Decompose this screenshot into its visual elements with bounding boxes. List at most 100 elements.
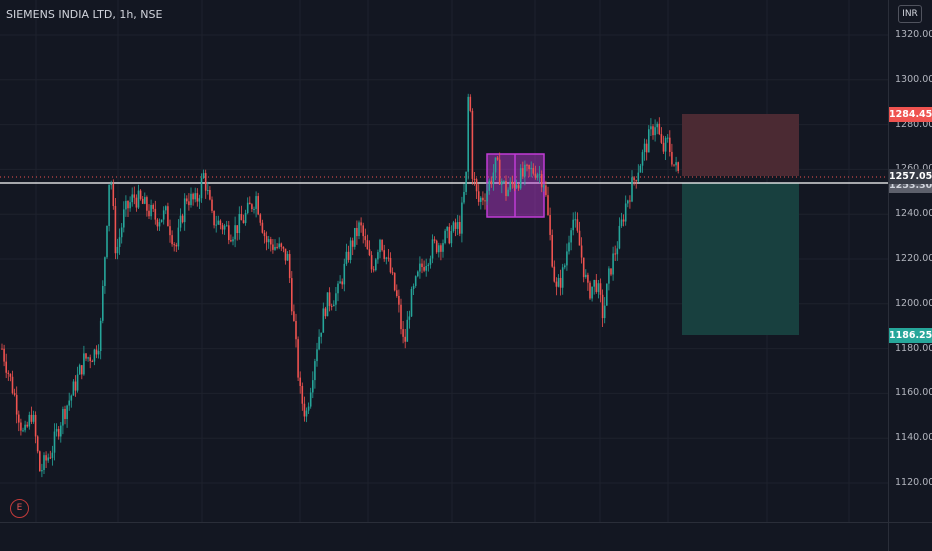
price-axis[interactable] — [888, 0, 932, 522]
candle-body — [32, 414, 35, 422]
candle-body — [633, 177, 635, 181]
candle-body — [89, 357, 91, 362]
candle-body — [341, 281, 343, 285]
candle-body — [198, 198, 201, 202]
candle-body — [104, 257, 106, 286]
candle-body — [362, 225, 364, 237]
candle-body — [255, 196, 257, 209]
candle-body — [123, 209, 125, 228]
symbol-title[interactable]: SIEMENS INDIA LTD, 1h, NSE — [6, 8, 163, 21]
stop-loss-zone[interactable] — [682, 114, 799, 176]
candle-body — [528, 165, 530, 169]
current-price-label: 1257.05 — [889, 169, 932, 184]
candle-body — [545, 185, 547, 196]
candle-body — [576, 219, 579, 231]
candle-body — [173, 244, 175, 246]
candle-body — [47, 457, 49, 461]
candle-body — [284, 248, 287, 261]
candle-body — [219, 220, 222, 226]
axis-corner — [888, 522, 932, 551]
candle-body — [307, 406, 310, 411]
candle-body — [57, 428, 60, 437]
candle-body — [616, 248, 619, 255]
candle-body — [291, 278, 293, 312]
candle-body — [559, 277, 562, 288]
candle-body — [209, 190, 211, 200]
candle-body — [165, 206, 167, 211]
candle-body — [419, 263, 421, 272]
candle-body — [442, 243, 444, 252]
candle-body — [368, 249, 371, 256]
candle-body — [618, 225, 621, 249]
candle-body — [383, 250, 385, 259]
candle-body — [467, 96, 469, 172]
candle-body — [299, 377, 301, 386]
candle-body — [280, 243, 283, 247]
candle-body — [356, 227, 358, 237]
currency-badge[interactable]: INR — [898, 5, 922, 23]
candle-body — [335, 293, 337, 305]
candle-body — [240, 213, 243, 221]
candle-body — [358, 222, 360, 237]
candle-body — [484, 200, 486, 202]
candle-body — [471, 110, 474, 179]
candle-body — [28, 414, 31, 427]
candle-body — [656, 123, 658, 128]
candle-body — [192, 193, 194, 200]
price-tick: 1140.00 — [895, 432, 932, 444]
candle-body — [66, 405, 68, 420]
candle-body — [450, 231, 453, 244]
candle-body — [627, 200, 629, 204]
take-profit-zone[interactable] — [682, 183, 799, 335]
candle-body — [85, 353, 87, 359]
candle-body — [534, 173, 537, 178]
candle-body — [660, 134, 663, 143]
chart-canvas[interactable] — [0, 0, 888, 522]
candle-body — [293, 311, 295, 322]
candle-body — [118, 237, 121, 247]
candle-body — [169, 226, 171, 236]
candle-body — [133, 194, 136, 198]
candle-body — [645, 143, 648, 153]
candle-body — [379, 239, 381, 253]
candle-body — [3, 348, 5, 362]
candle-body — [393, 272, 396, 291]
time-axis[interactable] — [0, 522, 888, 551]
candle-body — [404, 336, 406, 342]
stop-price-label: 1284.45 — [889, 107, 932, 122]
candle-body — [347, 251, 350, 260]
candle-body — [438, 245, 440, 253]
candle-body — [183, 198, 186, 223]
candle-body — [303, 403, 306, 417]
candle-body — [267, 239, 270, 243]
candle-body — [343, 263, 346, 285]
candle-body — [666, 137, 669, 139]
candle-body — [599, 283, 602, 295]
candle-body — [396, 290, 398, 296]
candle-body — [372, 269, 375, 271]
candle-body — [194, 193, 196, 200]
candle-body — [375, 259, 377, 271]
candle-body — [433, 239, 436, 241]
candle-body — [540, 174, 543, 188]
candle-body — [452, 222, 455, 232]
events-icon[interactable]: E — [10, 499, 29, 518]
candle-body — [561, 267, 564, 288]
candle-body — [297, 339, 299, 378]
candle-body — [370, 255, 373, 270]
candle-body — [177, 227, 180, 247]
candle-body — [366, 240, 369, 250]
candle-body — [553, 266, 556, 282]
candle-body — [631, 177, 633, 202]
candle-body — [635, 180, 637, 182]
candle-body — [274, 246, 276, 250]
candle-body — [158, 222, 161, 227]
candle-body — [402, 329, 404, 337]
candle-body — [459, 222, 461, 234]
candle-body — [11, 376, 14, 394]
candle-body — [570, 230, 572, 243]
chart-area[interactable]: SIEMENS INDIA LTD, 1h, NSE E — [0, 0, 888, 522]
price-tick: 1200.00 — [895, 297, 932, 309]
candle-body — [524, 164, 526, 177]
candle-body — [148, 210, 150, 217]
